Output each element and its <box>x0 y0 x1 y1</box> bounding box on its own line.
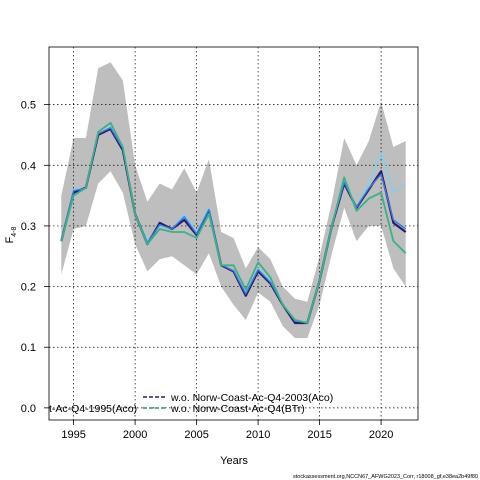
y-tick-label: 0.0 <box>21 403 36 415</box>
y-tick-label: 0.3 <box>21 221 36 233</box>
y-axis-label-main: F <box>4 236 16 243</box>
x-tick-label: 2010 <box>246 429 270 441</box>
series-line-4 <box>60 121 407 324</box>
x-tick-label: 2020 <box>369 429 393 441</box>
plot-area <box>49 47 418 420</box>
y-tick-label: 0.1 <box>21 342 36 354</box>
x-axis-label: Years <box>220 455 248 467</box>
legend-label-2: w.o. Norw-Coast-Ac-Q4-2003(Aco) <box>170 392 333 404</box>
x-tick-label: 1995 <box>61 429 85 441</box>
y-tick-label: 0.2 <box>21 282 36 294</box>
x-tick-label: 2015 <box>307 429 331 441</box>
axes: 1995 2000 2005 2010 2015 2020 0.0 0.1 0.2 0.3 0.4 0… <box>21 100 394 441</box>
confidence-band <box>61 62 406 339</box>
x-tick-label: 2000 <box>123 429 147 441</box>
y-axis-label-subscript: 4-8 <box>11 226 18 236</box>
footnote: stockassessment.org,NCCN67_AFWG2023_Corr… <box>293 474 478 480</box>
legend-label-3: w.o. Norw-Coast-Ac-Q4(BTr) <box>170 403 305 415</box>
y-tick-label: 0.4 <box>21 160 36 172</box>
legend: t-Ac-Q4-1995(Aco) w.o. Norw-Coast-Ac-Q4-… <box>49 392 333 415</box>
plot-frame <box>48 46 419 421</box>
legend-label-1: t-Ac-Q4-1995(Aco) <box>49 403 137 415</box>
x-tick-label: 2005 <box>184 429 208 441</box>
y-axis-label: F4-8 <box>4 226 18 243</box>
y-tick-label: 0.5 <box>21 100 36 112</box>
